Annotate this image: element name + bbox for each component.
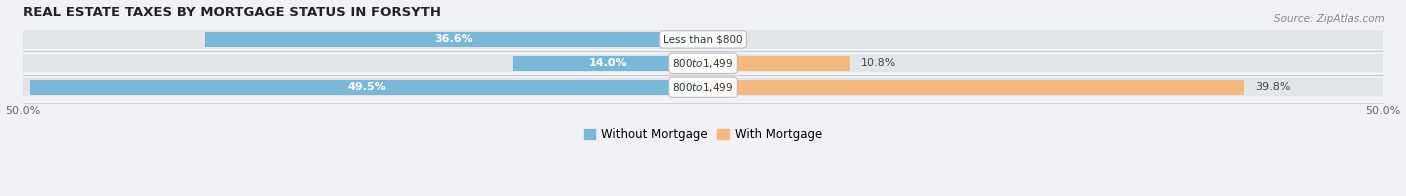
Text: 39.8%: 39.8% <box>1256 82 1291 92</box>
Text: $800 to $1,499: $800 to $1,499 <box>672 57 734 70</box>
Legend: Without Mortgage, With Mortgage: Without Mortgage, With Mortgage <box>579 123 827 146</box>
Text: 10.8%: 10.8% <box>860 58 896 68</box>
Text: Less than $800: Less than $800 <box>664 34 742 44</box>
Bar <box>513 56 703 71</box>
Text: 14.0%: 14.0% <box>589 58 627 68</box>
Bar <box>30 80 703 95</box>
Text: Source: ZipAtlas.com: Source: ZipAtlas.com <box>1274 14 1385 24</box>
Bar <box>22 54 1384 72</box>
Bar <box>22 78 1384 96</box>
Bar <box>703 56 849 71</box>
Bar <box>703 80 1244 95</box>
Text: 0.0%: 0.0% <box>714 34 742 44</box>
Bar <box>205 32 703 47</box>
Text: $800 to $1,499: $800 to $1,499 <box>672 81 734 94</box>
Text: 49.5%: 49.5% <box>347 82 385 92</box>
Text: 36.6%: 36.6% <box>434 34 474 44</box>
Text: REAL ESTATE TAXES BY MORTGAGE STATUS IN FORSYTH: REAL ESTATE TAXES BY MORTGAGE STATUS IN … <box>22 5 441 19</box>
Bar <box>22 30 1384 49</box>
